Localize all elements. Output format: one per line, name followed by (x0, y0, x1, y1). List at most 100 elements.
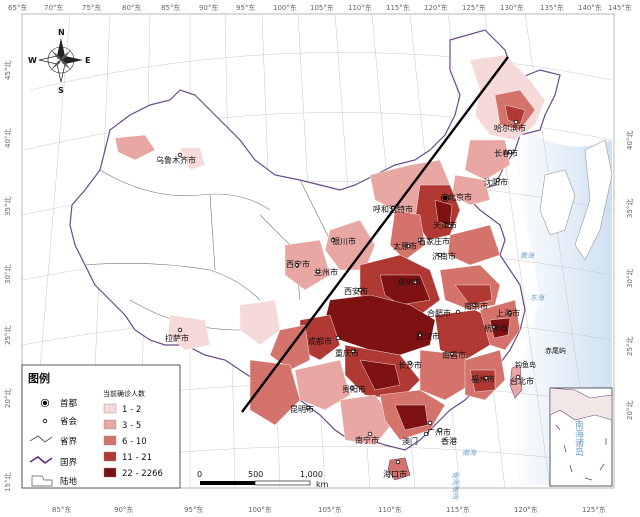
svg-text:乌鲁木齐市: 乌鲁木齐市 (156, 155, 196, 165)
svg-text:省界: 省界 (60, 436, 78, 447)
longitude-label: 125°东 (582, 505, 606, 514)
svg-text:0: 0 (197, 470, 202, 479)
longitude-label: 115°东 (446, 505, 470, 514)
svg-text:台北市: 台北市 (510, 376, 534, 386)
compass-w: W (28, 56, 37, 65)
city-tianjin: 天津市 (433, 220, 457, 230)
longitude-label: 90°东 (199, 3, 218, 12)
latitude-label: 40°北 (626, 131, 634, 150)
city-guiyang: 贵阳市 (342, 384, 366, 394)
city-lhasa: 拉萨市 (165, 327, 189, 343)
longitude-labels-top: 65°东 70°东 75°东 80°东 85°东 90°东 95°东 100°东 105°东 11… (8, 3, 632, 12)
svg-text:沈阳市: 沈阳市 (484, 177, 508, 187)
scale-bar: 0 500 1,000 km (197, 470, 329, 489)
svg-text:陆地: 陆地 (60, 476, 78, 487)
svg-text:西安市: 西安市 (344, 286, 368, 296)
legend-class-title: 当前确诊人数 (103, 389, 145, 398)
svg-text:拉萨市: 拉萨市 (165, 333, 189, 343)
longitude-label: 115°东 (386, 3, 410, 12)
legend-swatch (103, 467, 117, 478)
svg-text:成都市: 成都市 (308, 336, 332, 346)
latitude-label: 25°北 (626, 337, 634, 356)
longitude-label: 120°东 (514, 505, 538, 514)
city-chongqing: 重庆市 (335, 348, 359, 358)
svg-text:杭州市: 杭州市 (484, 323, 508, 333)
svg-text:武汉市: 武汉市 (416, 331, 440, 341)
city-hongkong: 香港 (437, 427, 457, 446)
city-changchun: 长春市 (494, 148, 518, 158)
latitude-label: 25°北 (4, 326, 12, 345)
svg-text:南宁市: 南宁市 (355, 435, 379, 445)
longitude-label: 135°东 (540, 3, 564, 12)
longitude-labels-bottom: 85°东 90°东 95°东 100°东 105°东 110°东 115°东 120°东 125… (52, 505, 606, 514)
latitude-label: 35°北 (4, 197, 12, 216)
svg-text:海口市: 海口市 (383, 469, 407, 479)
longitude-label: 125°东 (462, 3, 486, 12)
city-kunming: 昆明市 (290, 404, 314, 414)
city-guangzhou: 广州市 (427, 420, 451, 437)
svg-text:兰州市: 兰州市 (314, 267, 338, 277)
latitude-label: 15°北 (4, 473, 12, 492)
latitude-label: 35°北 (626, 199, 634, 218)
svg-text:南海诸岛: 南海诸岛 (451, 472, 460, 500)
longitude-label: 100°东 (273, 3, 297, 12)
svg-text:贵阳市: 贵阳市 (342, 384, 366, 394)
sea-label-south: 南海 (462, 449, 477, 457)
longitude-label: 120°东 (424, 3, 448, 12)
city-taipei: 台北市 (510, 374, 534, 386)
compass-e: E (85, 56, 90, 65)
svg-text:重庆市: 重庆市 (335, 348, 359, 358)
city-zhengzhou: 郑州市 (397, 277, 421, 287)
city-urumqi: 乌鲁木齐市 (156, 152, 196, 165)
latitude-label: 45°北 (4, 61, 12, 80)
compass-s: S (58, 86, 64, 95)
svg-text:长沙市: 长沙市 (398, 360, 422, 370)
svg-text:呼和浩特市: 呼和浩特市 (373, 204, 413, 214)
longitude-label: 105°东 (318, 505, 342, 514)
longitude-label: 130°东 (500, 3, 524, 12)
longitude-label: 145°东 (608, 3, 632, 12)
city-wuhan: 武汉市 (416, 331, 440, 341)
land-symbol (31, 475, 53, 487)
city-xining: 西宁市 (286, 259, 310, 269)
city-taiyuan: 太原市 (393, 241, 417, 251)
compass-rose: N S E W (28, 28, 90, 95)
city-beijing: 北京市 (440, 192, 472, 203)
city-nanning: 南宁市 (355, 431, 379, 445)
city-labels: 哈尔滨市 长春市 沈阳市 乌鲁木齐市 呼和浩特市 北京市 天津市 石家庄市 太原… (156, 119, 534, 479)
city-hohhot: 呼和浩特市 (373, 204, 413, 214)
svg-text:澳门: 澳门 (402, 436, 418, 446)
latitude-label: 20°北 (4, 389, 12, 408)
island-chiweiyu: 赤尾屿 (545, 346, 566, 355)
svg-text:首都: 首都 (60, 398, 78, 409)
svg-text:km: km (316, 480, 329, 489)
city-nanchang: 南昌市 (442, 350, 466, 360)
inset-south-china-sea: 南海诸岛 (549, 387, 613, 487)
longitude-label: 90°东 (114, 505, 133, 514)
svg-text:昆明市: 昆明市 (290, 404, 314, 414)
latitude-label: 40°北 (4, 129, 12, 148)
legend-swatch (103, 403, 117, 414)
city-yinchuan: 银川市 (330, 236, 356, 246)
svg-text:香港: 香港 (441, 436, 457, 446)
svg-text:福州市: 福州市 (471, 374, 495, 384)
choropleth-regions (114, 54, 546, 481)
city-jinan: 济南市 (432, 251, 456, 261)
longitude-label: 110°东 (348, 3, 372, 12)
svg-text:国界: 国界 (60, 458, 78, 468)
legend-class-label: 6 - 10 (122, 437, 147, 447)
south-sea-islands-vertical: 南海诸岛 (451, 472, 460, 500)
legend-class-label: 11 - 21 (122, 453, 152, 463)
svg-text:长春市: 长春市 (494, 148, 518, 158)
svg-text:上海市: 上海市 (496, 308, 520, 318)
longitude-label: 80°东 (122, 3, 141, 12)
svg-text:北京市: 北京市 (448, 192, 472, 202)
legend-title: 图例 (28, 371, 50, 385)
svg-text:天津市: 天津市 (433, 220, 457, 230)
city-haikou: 海口市 (383, 459, 407, 479)
longitude-label: 140°东 (578, 3, 602, 12)
longitude-label: 75°东 (82, 3, 101, 12)
longitude-label: 100°东 (248, 505, 272, 514)
svg-text:石家庄市: 石家庄市 (418, 236, 450, 246)
